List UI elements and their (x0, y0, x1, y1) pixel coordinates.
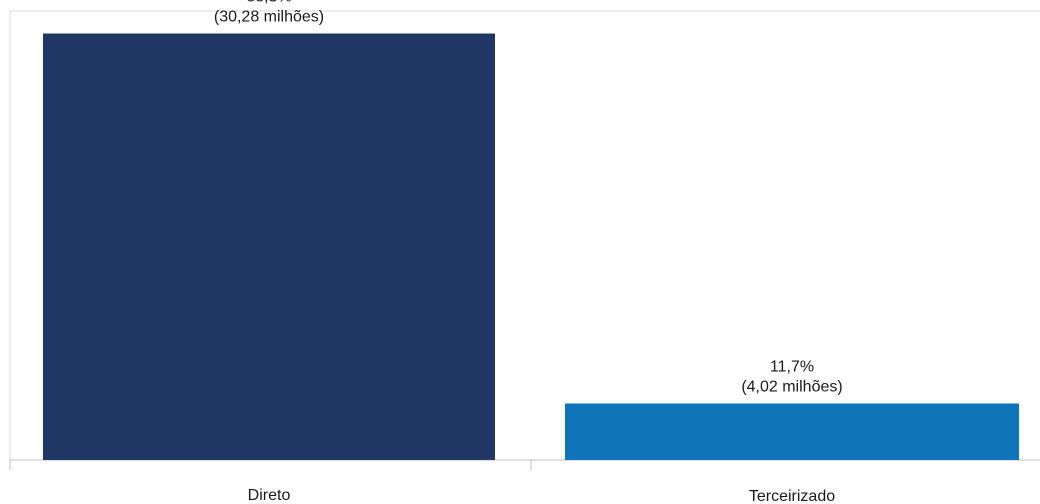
bars-layer (43, 33, 1019, 460)
data-label-count: (4,02 milhões) (741, 378, 842, 395)
data-label-percent: 88,3% (246, 0, 291, 6)
x-tick-label: Direto (248, 487, 291, 504)
bar-terceirizado (565, 403, 1019, 460)
x-tick-label: Terceirizado (749, 488, 835, 504)
data-label-count: (30,28 milhões) (214, 9, 324, 26)
bar-direto (43, 33, 495, 460)
labels-layer: 88,3% (30,28 milhões) Direto 11,7% (4,02 mil… (214, 0, 843, 504)
data-label-percent: 11,7% (770, 358, 814, 375)
